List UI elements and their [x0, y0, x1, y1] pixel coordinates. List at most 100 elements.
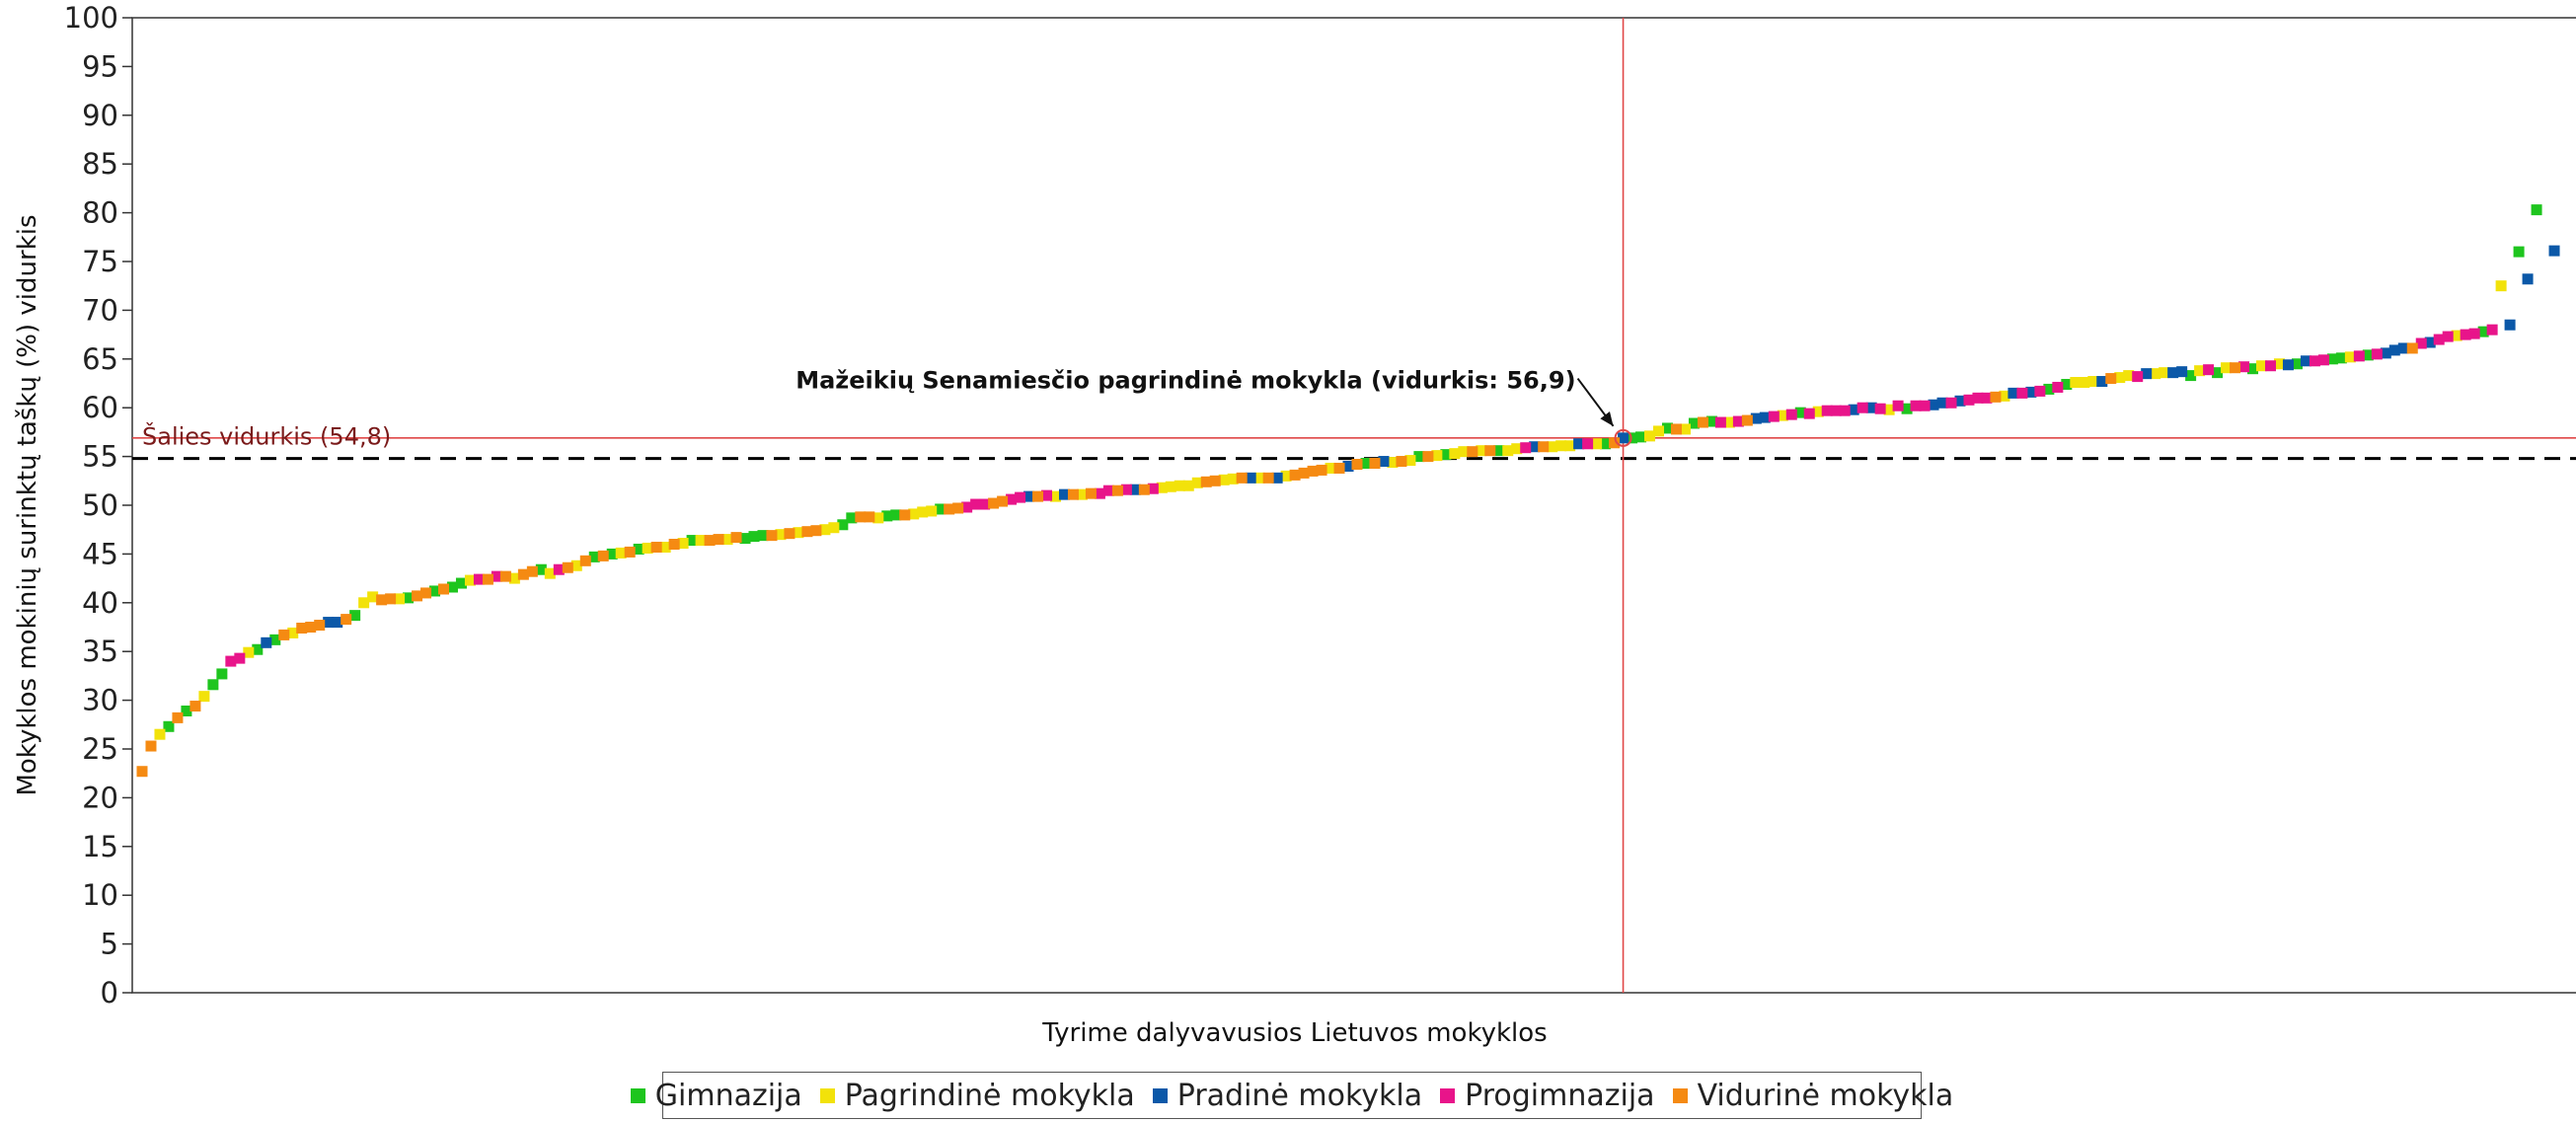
data-point — [1138, 484, 1150, 495]
data-point — [367, 591, 379, 603]
y-tick-label: 90 — [82, 99, 118, 132]
data-point — [1901, 403, 1913, 414]
data-point — [2531, 204, 2542, 216]
data-point — [766, 530, 778, 542]
data-point — [1467, 446, 1478, 458]
data-point — [2176, 366, 2188, 378]
data-point — [1883, 404, 1895, 415]
y-tick-label: 40 — [82, 586, 118, 620]
data-point — [1333, 462, 1345, 474]
data-point — [1520, 442, 1532, 454]
data-point — [588, 551, 600, 562]
data-point — [1892, 400, 1904, 411]
data-point — [2460, 329, 2471, 340]
data-point — [899, 509, 911, 521]
data-point — [1209, 475, 1221, 486]
data-point — [1325, 462, 1336, 474]
y-tick-label: 45 — [82, 537, 118, 570]
data-point — [332, 617, 343, 629]
data-point — [2335, 352, 2347, 364]
data-point — [961, 501, 973, 513]
data-point — [341, 614, 352, 626]
data-point — [2203, 364, 2215, 376]
data-point — [429, 585, 441, 597]
data-point — [1396, 456, 1407, 468]
y-tick-label: 95 — [82, 49, 118, 83]
data-point — [1670, 423, 1682, 435]
data-point — [597, 550, 609, 561]
data-point — [181, 705, 192, 716]
data-point — [2247, 363, 2259, 375]
data-point — [1661, 422, 1673, 434]
national-average-label: Šalies vidurkis (54,8) — [142, 421, 391, 451]
data-point — [1600, 438, 1612, 450]
data-point — [695, 535, 707, 547]
y-tick-label: 5 — [101, 928, 118, 961]
x-axis-title: Tyrime dalyvavusios Lietuvos mokyklos — [1041, 1018, 1547, 1048]
data-point — [261, 636, 272, 648]
data-point — [1236, 472, 1248, 484]
data-point — [801, 526, 813, 538]
legend-label-pagrindine: Pagrindinė mokykla — [844, 1078, 1135, 1113]
data-point — [570, 560, 582, 571]
data-point — [2504, 319, 2516, 331]
legend-item-progimnazija: Progimnazija — [1440, 1078, 1655, 1113]
data-point — [1609, 437, 1621, 449]
data-point — [2371, 348, 2383, 360]
y-tick-label: 10 — [82, 878, 118, 912]
data-point — [881, 510, 893, 522]
data-point — [642, 542, 653, 554]
data-point — [810, 525, 822, 537]
data-point — [1165, 481, 1176, 492]
legend-label-progimnazija: Progimnazija — [1465, 1078, 1655, 1113]
data-point — [2159, 367, 2170, 379]
legend-swatch-pagrindine — [819, 1087, 835, 1103]
legend-item-vidurine: Vidurinė mokykla — [1672, 1078, 1954, 1113]
legend-swatch-pradine — [1152, 1087, 1168, 1103]
y-tick-label: 50 — [82, 488, 118, 522]
y-tick-label: 85 — [82, 147, 118, 181]
legend-item-pradine: Pradinė mokykla — [1152, 1079, 1422, 1113]
annotation-arrowhead — [1600, 411, 1614, 426]
data-point — [2282, 359, 2294, 371]
y-tick-label: 70 — [82, 293, 118, 327]
data-point — [1936, 397, 1948, 409]
data-point — [526, 565, 538, 577]
data-point — [1635, 431, 1647, 443]
data-point — [455, 577, 467, 589]
data-point — [2273, 358, 2285, 370]
data-point — [172, 711, 184, 723]
legend-item-gimnazija: Gimnazija — [630, 1079, 802, 1113]
data-point — [686, 535, 698, 547]
data-point — [385, 593, 397, 605]
data-point — [1120, 484, 1132, 495]
data-point — [1342, 460, 1354, 472]
data-point — [2114, 372, 2126, 384]
data-point — [2300, 355, 2311, 367]
data-point — [1785, 409, 1797, 420]
data-point — [1413, 451, 1425, 463]
y-tick-label: 25 — [82, 732, 118, 766]
data-point — [1856, 402, 1868, 413]
data-point — [278, 629, 290, 640]
data-point — [1954, 395, 1966, 407]
data-point — [775, 529, 787, 541]
data-point — [793, 527, 804, 539]
y-tick-label: 60 — [82, 391, 118, 424]
data-point — [349, 610, 361, 622]
data-point — [2477, 326, 2489, 337]
data-point — [1644, 430, 1656, 442]
data-point — [2442, 331, 2454, 342]
legend-label-vidurine: Vidurinė mokykla — [1697, 1078, 1954, 1113]
data-point — [1750, 412, 1762, 424]
data-point — [2415, 337, 2427, 349]
data-point — [1227, 473, 1239, 485]
data-point — [2238, 361, 2250, 373]
data-point — [1741, 414, 1753, 426]
data-point — [2043, 383, 2055, 395]
data-point — [917, 506, 929, 518]
data-point — [1821, 405, 1833, 416]
data-point — [1298, 467, 1310, 479]
data-point — [1253, 472, 1265, 484]
data-point — [2061, 378, 2073, 390]
